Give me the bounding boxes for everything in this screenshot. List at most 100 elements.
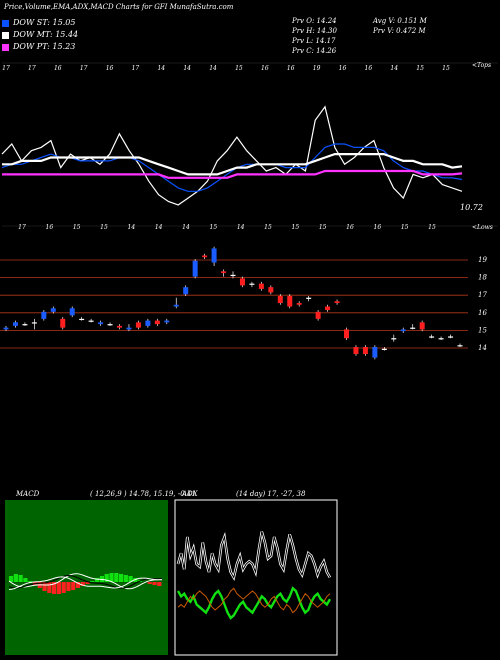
macd-histogram-bar bbox=[147, 582, 152, 584]
candle-body bbox=[419, 322, 425, 330]
tops-tick-label: 15 bbox=[235, 65, 243, 72]
lows-tick-label: 17 bbox=[18, 224, 26, 231]
adx-panel-frame bbox=[174, 499, 338, 656]
candle-body bbox=[268, 287, 274, 293]
candle-body bbox=[126, 327, 132, 330]
candle-body bbox=[325, 306, 331, 311]
macd-histogram-bar bbox=[42, 582, 47, 591]
macd-params: ( 12,26,9 ) 14.78, 15.19, -0.41 bbox=[90, 490, 196, 498]
tops-tick-label: 16 bbox=[261, 65, 269, 72]
macd-line bbox=[8, 573, 163, 590]
lows-tick-label: 15 bbox=[292, 224, 300, 231]
candle-body bbox=[429, 336, 435, 338]
candle-body bbox=[79, 318, 85, 321]
lows-tick-label: 15 bbox=[319, 224, 327, 231]
stat-prev-close: Prv C: 14.26 bbox=[292, 47, 337, 55]
lows-tick-label: 15 bbox=[401, 224, 409, 231]
candle-body bbox=[230, 274, 236, 277]
macd-histogram-bar bbox=[56, 582, 61, 594]
macd-histogram-bar bbox=[71, 582, 76, 590]
lows-tick-label: 16 bbox=[346, 224, 354, 231]
tops-label: <Tops bbox=[472, 62, 492, 69]
candle-body bbox=[107, 324, 113, 326]
candle-body bbox=[306, 297, 312, 299]
lows-tick-label: 14 bbox=[182, 224, 190, 231]
macd-histogram-bar bbox=[157, 582, 162, 586]
macd-histogram-bar bbox=[85, 582, 90, 584]
lows-tick-label: 14 bbox=[128, 224, 136, 231]
macd-histogram-bar bbox=[18, 575, 23, 582]
adx-di-line-1 bbox=[176, 586, 332, 620]
candle-body bbox=[41, 311, 47, 319]
macd-histogram-bar bbox=[23, 578, 28, 582]
lows-tick-label: 15 bbox=[210, 224, 218, 231]
tops-tick-label: 16 bbox=[106, 65, 114, 72]
stat-prev-high: Prv H: 14.30 bbox=[292, 27, 337, 35]
candle-body bbox=[249, 283, 255, 285]
tops-tick-label: 14 bbox=[209, 65, 217, 72]
lows-tick-label: 15 bbox=[428, 224, 436, 231]
candle-body bbox=[145, 320, 151, 326]
candle-body bbox=[12, 322, 18, 326]
tops-tick-label: 17 bbox=[132, 65, 140, 72]
candle-body bbox=[69, 308, 75, 316]
candle-body bbox=[438, 338, 444, 340]
candle-body bbox=[315, 311, 321, 319]
ema-line-1 bbox=[1, 143, 463, 192]
price-axis-label: 14 bbox=[478, 344, 487, 352]
candle-body bbox=[192, 260, 198, 277]
tops-tick-label: 16 bbox=[54, 65, 62, 72]
candle-body bbox=[277, 295, 283, 303]
lows-tick-label: 14 bbox=[237, 224, 245, 231]
candle-body bbox=[239, 278, 245, 286]
macd-histogram-bar bbox=[66, 582, 71, 591]
macd-histogram-bar bbox=[114, 573, 119, 582]
price-axis-label: 17 bbox=[478, 291, 487, 299]
tops-tick-label: 16 bbox=[287, 65, 295, 72]
candle-body bbox=[117, 325, 122, 328]
tops-tick-label: 14 bbox=[157, 65, 165, 72]
macd-signal-line bbox=[8, 574, 163, 589]
price-axis-label: 19 bbox=[478, 256, 487, 264]
candle-body bbox=[410, 327, 416, 329]
candle-body bbox=[3, 327, 9, 330]
lows-tick-label: 15 bbox=[100, 224, 108, 231]
tops-tick-label: 17 bbox=[80, 65, 88, 72]
ema-line-2 bbox=[2, 153, 463, 176]
candle-body bbox=[135, 322, 141, 328]
lows-tick-label: 14 bbox=[155, 224, 163, 231]
macd-histogram-bar bbox=[123, 575, 128, 582]
legend-item-mt: DOW MT: 15.44 bbox=[13, 30, 79, 39]
tops-tick-label: 16 bbox=[339, 65, 347, 72]
tops-tick-label: 15 bbox=[416, 65, 424, 72]
stat-avg-volume: Avg V: 0.151 M bbox=[373, 17, 427, 25]
candle-body bbox=[287, 295, 293, 307]
tops-tick-label: 17 bbox=[28, 65, 36, 72]
candle-body bbox=[154, 320, 160, 325]
macd-histogram-bar bbox=[61, 582, 66, 593]
macd-signal-line-2 bbox=[8, 576, 163, 590]
page-title: Price,Volume,EMA,ADX,MACD Charts for GFI… bbox=[4, 3, 234, 11]
adx-line bbox=[177, 531, 331, 579]
candle-body bbox=[448, 336, 454, 338]
candle-body bbox=[31, 322, 37, 324]
legend-swatch-st bbox=[2, 20, 9, 27]
candle-body bbox=[60, 318, 66, 328]
macd-panel-bg bbox=[5, 500, 168, 655]
candle-body bbox=[173, 304, 179, 307]
macd-histogram-bar bbox=[9, 576, 14, 582]
tops-tick-label: 19 bbox=[313, 65, 321, 72]
legend-item-pt: DOW PT: 15.23 bbox=[13, 42, 76, 51]
macd-histogram-bar bbox=[13, 574, 18, 582]
macd-histogram-bar bbox=[152, 582, 157, 585]
macd-title: MACD bbox=[16, 490, 40, 498]
candle-body bbox=[211, 248, 217, 263]
adx-params: (14 day) 17, -27, 38 bbox=[236, 490, 306, 498]
candle-body bbox=[391, 338, 397, 340]
stat-prev-low: Prv L: 14.17 bbox=[292, 37, 336, 45]
candle-body bbox=[50, 308, 56, 312]
stat-prev-volume: Prv V: 0.472 M bbox=[373, 27, 426, 35]
candle-body bbox=[457, 345, 463, 347]
lows-tick-label: 16 bbox=[374, 224, 382, 231]
